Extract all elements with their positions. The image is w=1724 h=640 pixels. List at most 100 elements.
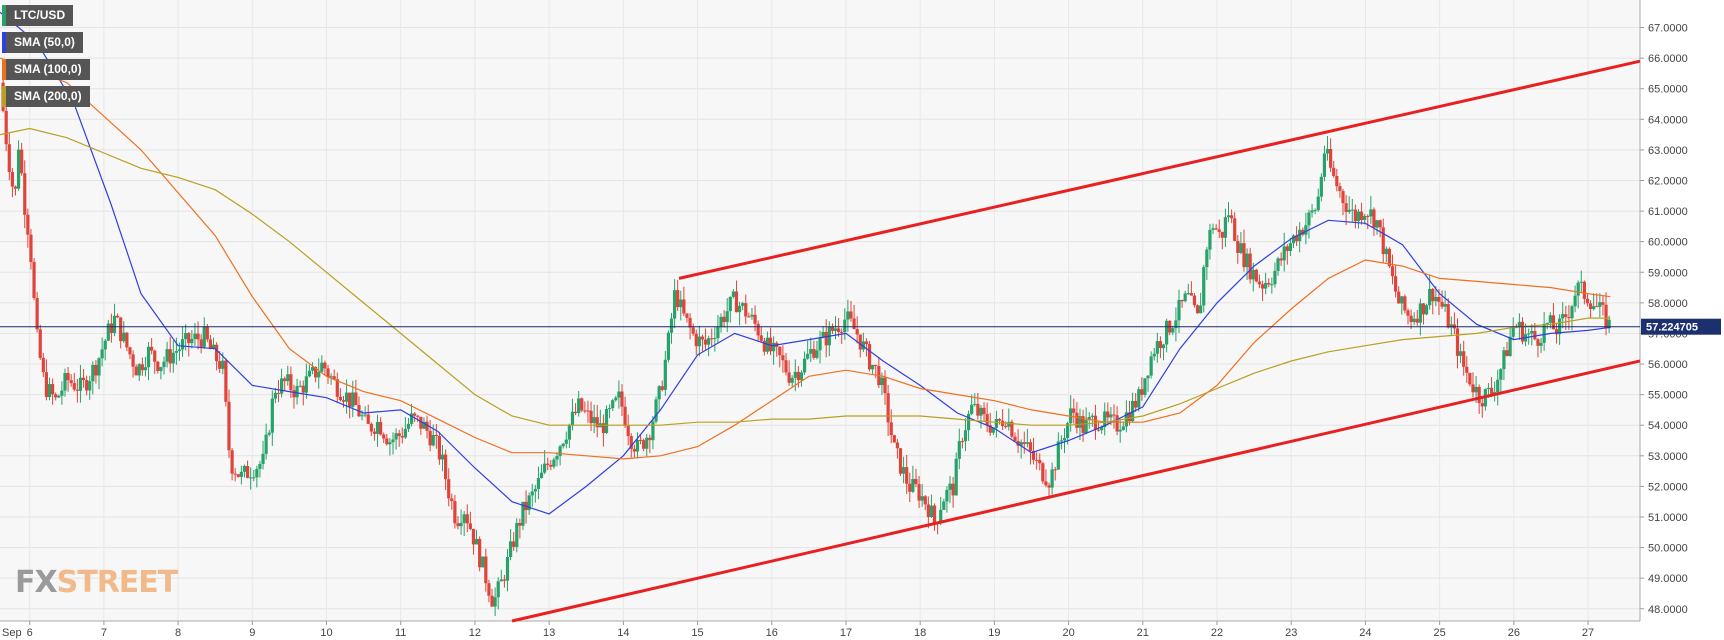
candle-body bbox=[1496, 379, 1500, 393]
candle-body bbox=[1592, 306, 1596, 310]
candle-body bbox=[731, 291, 735, 297]
candle-body bbox=[366, 414, 370, 424]
x-tick-label: 21 bbox=[1137, 627, 1149, 639]
candle-body bbox=[1335, 175, 1339, 187]
candle-body bbox=[892, 435, 896, 443]
candle-body bbox=[60, 390, 64, 396]
candle-body bbox=[722, 316, 726, 323]
candle-body bbox=[1400, 296, 1404, 304]
candle-body bbox=[66, 373, 70, 381]
x-tick-label: 17 bbox=[840, 627, 852, 639]
candle-body bbox=[1536, 339, 1540, 346]
candle-body bbox=[923, 496, 927, 505]
candle-body bbox=[1195, 305, 1200, 314]
y-tick-label: 50.0000 bbox=[1648, 543, 1688, 555]
candle-body bbox=[676, 290, 680, 308]
candle-body bbox=[465, 514, 469, 524]
candle-body bbox=[533, 488, 537, 492]
legend-item-sma50[interactable]: SMA (50,0) bbox=[2, 32, 90, 53]
candle-body bbox=[635, 439, 640, 452]
candle-body bbox=[1236, 240, 1240, 253]
x-tick-label: 13 bbox=[543, 627, 555, 639]
candle-body bbox=[218, 361, 222, 369]
candle-body bbox=[1177, 300, 1181, 321]
candle-body bbox=[94, 364, 98, 376]
candle-body bbox=[1530, 330, 1534, 334]
candle-body bbox=[16, 149, 21, 189]
candle-body bbox=[1437, 297, 1441, 302]
candle-body bbox=[772, 342, 776, 352]
candle-body bbox=[682, 299, 686, 314]
x-tick-label: 6 bbox=[27, 627, 33, 639]
candle-body bbox=[1570, 306, 1574, 319]
candle-body bbox=[236, 474, 240, 477]
candle-body bbox=[252, 477, 256, 479]
candle-body bbox=[577, 398, 581, 414]
candle-body bbox=[1499, 369, 1503, 380]
candle-body bbox=[403, 428, 407, 438]
candle-body bbox=[264, 434, 268, 454]
candle-body bbox=[1158, 341, 1163, 349]
candle-body bbox=[710, 338, 714, 340]
candle-body bbox=[806, 353, 810, 359]
candle-body bbox=[1112, 414, 1116, 416]
candle-body bbox=[515, 522, 519, 547]
candle-body bbox=[1520, 321, 1525, 342]
candle-body bbox=[1056, 441, 1060, 470]
candle-body bbox=[1149, 356, 1153, 376]
candle-body bbox=[1155, 341, 1159, 354]
candle-body bbox=[23, 173, 27, 215]
candle-body bbox=[790, 377, 794, 383]
candle-body bbox=[1041, 463, 1045, 482]
candle-body bbox=[1180, 300, 1184, 302]
candle-body bbox=[1223, 217, 1228, 238]
legend-item-sma200[interactable]: SMA (200,0) bbox=[2, 86, 90, 107]
candle-body bbox=[388, 442, 392, 445]
candle-body bbox=[905, 467, 909, 484]
candle-body bbox=[914, 478, 918, 485]
candle-body bbox=[982, 407, 986, 415]
candle-body bbox=[137, 364, 141, 376]
candle-body bbox=[187, 333, 191, 344]
candle-body bbox=[1270, 284, 1274, 286]
y-tick-label: 60.0000 bbox=[1648, 237, 1688, 249]
candle-body bbox=[434, 434, 438, 436]
candle-body bbox=[830, 326, 835, 331]
candle-body bbox=[245, 465, 250, 478]
candle-body bbox=[505, 557, 510, 581]
candle-body bbox=[1217, 229, 1221, 232]
candle-body bbox=[286, 374, 290, 382]
candle-body bbox=[215, 344, 219, 362]
legend-swatch-sma50 bbox=[2, 32, 6, 53]
candle-body bbox=[196, 333, 200, 340]
legend-swatch-sma200 bbox=[2, 86, 6, 107]
candle-body bbox=[258, 464, 262, 469]
candle-body bbox=[1505, 350, 1509, 356]
candle-body bbox=[824, 331, 828, 346]
candle-body bbox=[1220, 231, 1224, 238]
candle-body bbox=[193, 333, 197, 339]
candle-body bbox=[168, 349, 172, 364]
candle-body bbox=[666, 332, 671, 360]
legend-item-ltcusd[interactable]: LTC/USD bbox=[2, 5, 90, 26]
legend-item-sma100[interactable]: SMA (100,0) bbox=[2, 59, 90, 80]
candle-body bbox=[1137, 389, 1141, 408]
candle-body bbox=[663, 359, 667, 390]
candle-body bbox=[759, 335, 763, 341]
candle-body bbox=[1375, 220, 1379, 228]
candle-body bbox=[1329, 148, 1333, 168]
candle-body bbox=[1130, 400, 1135, 422]
candle-body bbox=[471, 528, 476, 545]
candle-body bbox=[493, 597, 497, 607]
candle-body bbox=[360, 415, 364, 417]
x-tick-label: 18 bbox=[914, 627, 926, 639]
candle-body bbox=[369, 423, 373, 432]
candle-body bbox=[1291, 235, 1296, 244]
candle-body bbox=[375, 421, 380, 434]
candle-body bbox=[837, 328, 841, 332]
candle-body bbox=[450, 498, 454, 502]
candle-body bbox=[1582, 281, 1586, 299]
candle-body bbox=[1205, 249, 1209, 268]
candle-body bbox=[1554, 329, 1559, 335]
